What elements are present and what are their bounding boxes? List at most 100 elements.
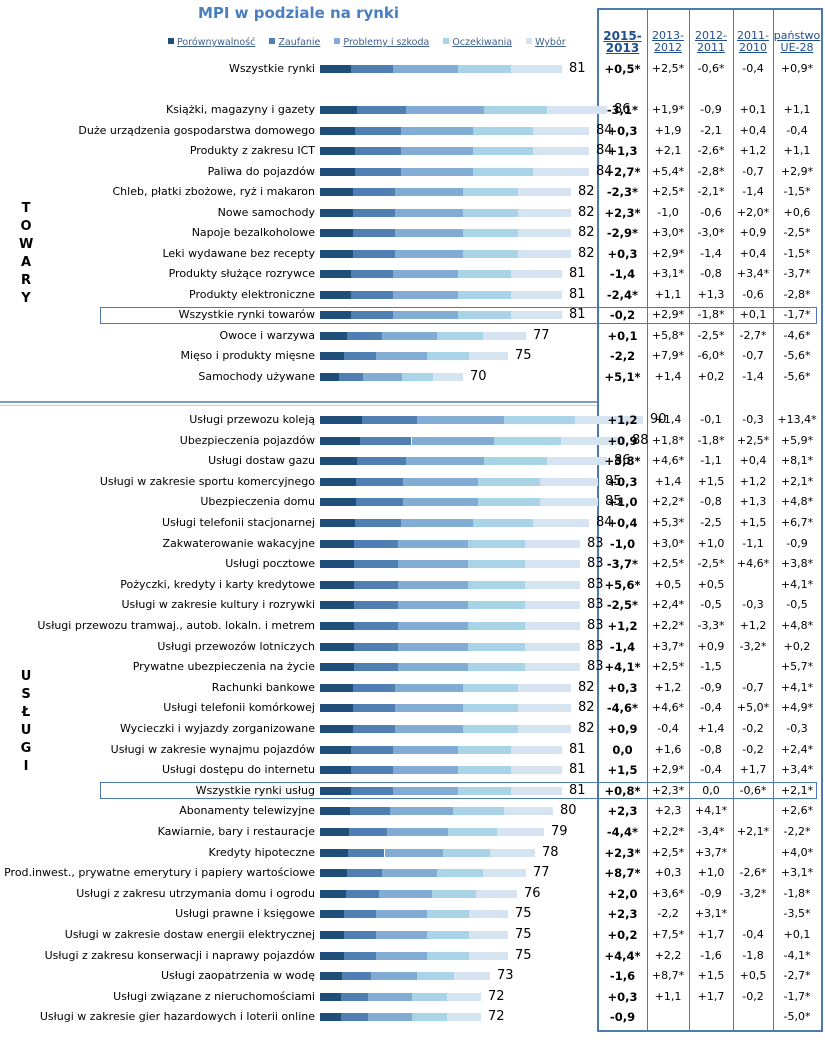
row-label: Produkty z zakresu ICT [189,144,315,157]
mpi-value: 73 [497,968,514,984]
mpi-value: 81 [569,782,586,798]
bar-segment [525,622,580,630]
bar-segment [320,601,354,610]
table-cell: +0,5* [604,62,641,76]
table-cell: +1,9* [651,103,685,116]
bar-segment [344,352,377,360]
legend-label: Wybór [535,37,566,48]
table-cell: 0,0 [702,783,720,797]
bar-segment [463,725,519,733]
bar-segment [511,786,562,795]
table-cell: +2,9* [651,246,685,260]
table-cell: +5,7* [780,660,814,674]
bar-segment [473,126,533,135]
bar-segment [320,167,355,176]
table-cell: +2,2* [651,825,685,838]
table-cell: -2,5* [783,226,811,239]
bar-segment [400,519,474,527]
bar-segment [511,270,562,278]
mpi-value: 85 [605,494,622,510]
bar-segment [575,416,643,424]
row-label: Usługi dostaw gazu [208,454,315,468]
table-cell: +4,6* [651,701,685,715]
mpi-value: 83 [587,535,604,551]
bar-segment [320,331,347,340]
bar-segment [447,1013,481,1022]
bar-segment [546,457,607,466]
bar-segment [483,457,547,466]
table-cell: +2,2* [651,495,685,509]
bar-segment [361,416,417,424]
bar-segment [518,229,571,237]
bar-segment [344,910,377,919]
mpi-value: 72 [488,988,505,1004]
table-cell: -2,2 [609,349,636,363]
column-header: państwo UE-28 [773,29,821,54]
table-cell: +0,4 [739,246,767,260]
mpi-value: 83 [587,618,604,633]
row-label: Usługi z zakresu utrzymania domu i ogrod… [76,886,315,900]
bar-segment [532,126,589,135]
bar-segment [463,704,519,713]
mpi-value: 75 [515,947,532,963]
bar-segment [320,786,352,795]
table-cell: -1,7* [783,989,811,1003]
bar-segment [354,147,401,155]
table-cell: -0,4 [700,763,722,777]
table-cell: +0,6 [783,205,811,219]
bar-segment [493,436,561,445]
row-label: Usługi w zakresie gier hazardowych i lot… [39,1010,315,1024]
bar-segment [532,147,589,155]
bar-segment [344,931,377,939]
table-cell: +1,4 [654,474,682,488]
row-label: Usługi przewozu koleją [189,413,315,426]
mpi-value: 78 [542,844,559,860]
bar-segment [411,436,494,445]
bar-segment [525,580,580,589]
bar-segment [320,270,352,278]
table-cell: -0,9 [700,103,722,116]
bar-segment [353,601,398,610]
bar-segment [351,766,393,775]
mpi-value: 84 [596,143,613,158]
section-separator-thin [0,405,597,406]
bar-segment [320,951,345,960]
mpi-value: 82 [578,700,595,716]
table-cell: -1,8* [697,308,725,321]
bar-segment [395,208,464,217]
bar-segment [447,828,497,836]
bar-segment [511,311,562,319]
table-cell: +2,9* [651,308,685,321]
bar-segment [532,167,589,176]
legend-item: Zaufanie [269,37,320,48]
table-cell: -0,9 [786,536,808,550]
bar-segment [525,601,580,610]
bar-segment [482,869,526,878]
bar-segment [463,229,519,237]
mpi-value: 83 [587,597,604,613]
bar-segment [353,580,398,589]
table-cell: +1,6 [654,742,682,756]
bar-segment [395,725,464,733]
row-label: Leki wydawane bez recepty [162,246,315,260]
mpi-value: 81 [569,307,586,322]
table-cell: -0,2 [742,989,764,1003]
table-cell: +0,1 [739,103,767,116]
table-cell: +1,4 [654,369,682,383]
bar-segment [320,249,353,258]
table-cell: +0,1 [607,328,638,343]
bar-segment [389,807,453,816]
bar-segment [395,229,464,237]
bar-segment [392,766,458,775]
bar-segment [401,372,433,381]
bar-segment [320,352,345,360]
row-label: Ubezpieczenia pojazdów [179,433,315,447]
bar-segment [478,498,540,507]
bar-segment [354,167,401,176]
bar-segment [352,229,396,237]
table-cell: -0,7 [742,680,764,694]
table-cell: -1,4 [609,267,636,281]
mpi-value: 88 [632,432,649,448]
bar-segment [457,270,512,278]
row-label: Kredyty hipoteczne [208,845,315,859]
